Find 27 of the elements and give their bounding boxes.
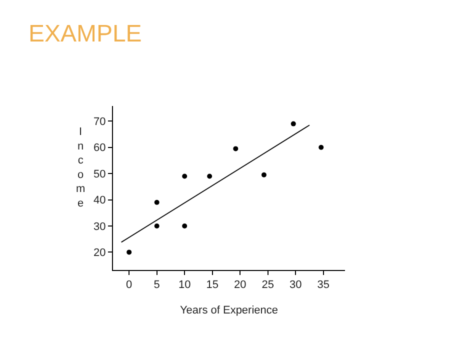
y-tick-label: 30 [94,220,106,233]
point [318,144,324,150]
x-tick-label: 35 [317,279,330,292]
x-tick-label: 10 [178,279,191,292]
chart-title: EXAMPLE [28,20,142,48]
point [182,223,188,228]
y-axis-title: Income [76,126,86,210]
point [290,121,296,126]
x-axis-title: Years of Experience [180,304,278,316]
point [182,174,188,179]
x-tick-label: 20 [234,279,246,292]
y-tick-label: 70 [94,116,106,128]
y-tick-label: 50 [94,168,106,180]
point [261,172,266,178]
y-tick-label: 60 [94,142,106,154]
x-tick-label: 15 [206,279,218,292]
x-tick-label: 25 [262,279,274,292]
y-tick-label: 20 [94,247,106,260]
y-tick-label: 40 [94,194,106,207]
x-tick-label: 30 [289,279,302,292]
x-tick-label: 0 [126,279,132,292]
point [154,200,160,205]
point [233,146,238,152]
x-tick-label: 5 [154,279,160,292]
point [126,250,132,255]
point [207,174,212,179]
point [154,223,160,228]
